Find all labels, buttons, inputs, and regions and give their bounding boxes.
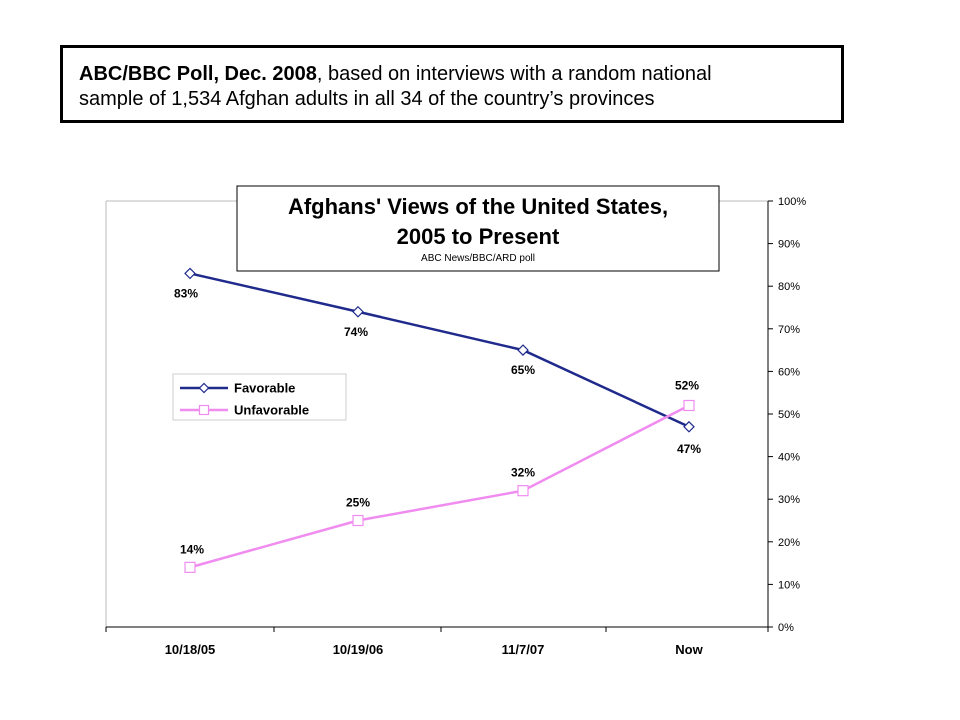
data-point-favorable [683, 420, 695, 433]
y-tick-label: 100% [778, 196, 806, 208]
y-tick-label: 50% [778, 409, 800, 421]
x-tick-label: 10/19/06 [333, 642, 384, 657]
chart-title-line2: 2005 to Present [397, 224, 560, 249]
legend-marker [198, 404, 210, 416]
data-label-favorable: 65% [511, 363, 535, 377]
data-label-unfavorable: 25% [346, 496, 370, 510]
legend-marker [198, 382, 210, 394]
data-point-favorable [352, 305, 364, 318]
y-tick-label: 60% [778, 366, 800, 378]
data-point-favorable [184, 267, 196, 280]
legend-label-favorable: Favorable [234, 381, 295, 396]
poll-header-rest: , based on interviews with a random nati… [316, 63, 712, 85]
series-line-favorable [189, 272, 690, 428]
y-tick-label: 80% [778, 281, 800, 293]
data-label-unfavorable: 14% [180, 542, 204, 556]
data-label-favorable: 83% [174, 286, 198, 300]
chart-subtitle: ABC News/BBC/ARD poll [421, 253, 535, 264]
title-box [236, 185, 720, 272]
data-point-unfavorable [184, 561, 196, 573]
data-label-unfavorable: 52% [675, 378, 699, 392]
legend-label-unfavorable: Unfavorable [234, 403, 309, 418]
poll-header: ABC/BBC Poll, Dec. 2008, based on interv… [60, 45, 844, 123]
y-tick-label: 70% [778, 324, 800, 336]
data-point-unfavorable [352, 514, 364, 527]
poll-header-bold: ABC/BBC Poll, Dec. 2008 [79, 63, 317, 85]
chart-title-line1: Afghans' Views of the United States, [288, 194, 668, 219]
data-label-favorable: 47% [677, 442, 701, 456]
data-label-unfavorable: 32% [511, 466, 535, 480]
series-line-unfavorable [189, 404, 690, 569]
y-tick-label: 0% [778, 622, 794, 634]
y-tick-label: 90% [778, 239, 800, 251]
data-point-unfavorable [683, 399, 695, 412]
x-tick-label: 10/18/05 [165, 642, 216, 657]
y-tick-label: 40% [778, 452, 800, 464]
x-tick-label: 11/7/07 [502, 642, 545, 657]
data-label-favorable: 74% [344, 325, 368, 339]
y-tick-label: 30% [778, 494, 800, 506]
x-tick-label: Now [675, 642, 703, 657]
data-point-unfavorable [517, 485, 529, 497]
y-tick-label: 20% [778, 537, 800, 549]
data-point-favorable [517, 344, 529, 356]
y-tick-label: 10% [778, 579, 800, 591]
poll-header-line2: sample of 1,534 Afghan adults in all 34 … [79, 88, 655, 110]
